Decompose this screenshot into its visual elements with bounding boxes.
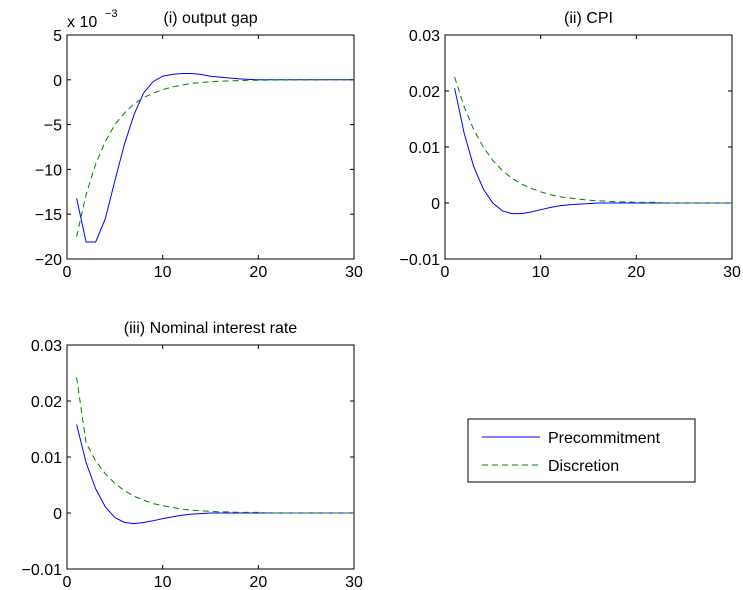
exponent-label: x 10: [67, 14, 97, 31]
x-tick-label: 10: [532, 264, 550, 281]
x-tick-label: 20: [249, 264, 267, 281]
axes-box: [66, 34, 355, 260]
y-tick-label: 0.03: [409, 28, 440, 45]
subplot-title: (i) output gap: [163, 10, 257, 27]
x-tick-label: 10: [154, 264, 172, 281]
x-tick-label: 30: [723, 264, 741, 281]
y-tick-label: −5: [44, 118, 62, 135]
y-tick-label: 0: [431, 196, 440, 213]
x-tick-label: 20: [627, 264, 645, 281]
y-tick-label: −0.01: [400, 252, 441, 269]
subplot-title: (ii) CPI: [564, 10, 613, 27]
y-tick-label: −20: [35, 252, 62, 269]
y-tick-label: 0: [53, 506, 62, 523]
series-line-precommitment: [454, 88, 732, 215]
axes-box: [66, 344, 355, 570]
y-tick-label: 0.02: [31, 394, 62, 411]
x-tick-label: 20: [249, 574, 267, 590]
axes-box: [444, 34, 733, 260]
x-tick-label: 0: [441, 264, 450, 281]
y-tick-label: 0.03: [31, 338, 62, 355]
legend: Precommitment Discretion: [467, 418, 696, 483]
x-tick-label: 0: [63, 264, 72, 281]
y-tick-label: 0.02: [409, 84, 440, 101]
y-tick-label: 0: [53, 73, 62, 90]
y-tick-label: −15: [35, 207, 62, 224]
legend-box: [467, 418, 696, 483]
series-line-discretion: [454, 76, 732, 204]
subplot-3: 0 10 20 300.030.020.010−0.01(iii) Nominal i…: [22, 320, 363, 590]
exponent-power: −3: [105, 8, 118, 20]
x-tick-label: 10: [154, 574, 172, 590]
series-line-discretion: [76, 377, 354, 514]
y-tick-label: −10: [35, 162, 62, 179]
y-tick-label: 0.01: [409, 140, 440, 157]
x-tick-label: 0: [63, 574, 72, 590]
subplot-2: 0 10 20 300.030.020.010−0.01(ii) CPI: [400, 10, 741, 281]
y-tick-label: −0.01: [22, 562, 63, 579]
x-tick-label: 30: [345, 574, 363, 590]
legend-label-discretion: Discretion: [548, 458, 619, 475]
x-tick-label: 30: [345, 264, 363, 281]
y-tick-label: 5: [53, 28, 62, 45]
series-line-discretion: [76, 79, 354, 237]
subplot-title: (iii) Nominal interest rate: [124, 320, 297, 337]
subplot-1: 0 10 20 30 5 0 −5 −10 −15 −20 (i) output gap x 10 −3: [35, 8, 363, 281]
legend-label-precommitment: Precommitment: [548, 430, 661, 447]
y-tick-label: 0.01: [31, 450, 62, 467]
